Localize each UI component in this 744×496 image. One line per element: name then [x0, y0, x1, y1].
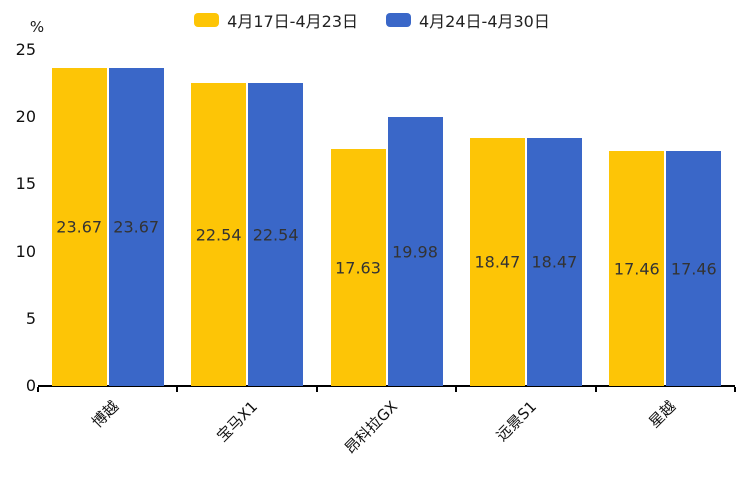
bar-value-label: 22.54 — [195, 225, 242, 244]
legend-item-1[interactable]: 4月17日-4月23日 — [194, 8, 358, 32]
bar-series1-cat2[interactable]: 22.54 — [191, 83, 247, 386]
bar-series2-cat4[interactable]: 18.47 — [526, 138, 582, 386]
y-axis-tick-label: 15 — [15, 174, 36, 194]
bar-value-label: 23.67 — [113, 217, 160, 237]
bar-series1-cat3[interactable]: 17.63 — [330, 149, 386, 386]
bar-value-label: 17.63 — [335, 258, 381, 277]
legend-swatch-icon — [194, 13, 220, 27]
legend-item-2[interactable]: 4月24日-4月30日 — [386, 8, 550, 32]
y-axis-tick-label: 0 — [25, 376, 36, 395]
y-axis-tick-label: 5 — [25, 308, 36, 328]
bar-series2-cat2[interactable]: 22.54 — [248, 83, 304, 386]
y-axis-tick-label: 25 — [15, 39, 36, 59]
x-axis-label: 星越 — [645, 397, 680, 432]
chart-legend: 4月17日-4月23日 4月24日-4月30日 — [0, 8, 744, 32]
legend-swatch-icon — [386, 13, 411, 27]
bar-value-label: 18.47 — [474, 252, 521, 272]
y-axis-tick-label: 10 — [15, 241, 36, 261]
bar-value-label: 19.98 — [392, 242, 438, 261]
y-axis-tick-label: 20 — [15, 107, 36, 126]
bar-series1-cat4[interactable]: 18.47 — [469, 138, 525, 386]
bar-series2-cat5[interactable]: 17.46 — [666, 151, 722, 386]
x-axis-tick — [455, 387, 458, 392]
x-axis-tick — [176, 387, 179, 392]
bar-value-label: 18.47 — [531, 252, 578, 272]
y-axis-unit-label: % — [29, 18, 45, 36]
bar-value-label: 23.67 — [56, 217, 103, 237]
bar-value-label: 17.46 — [670, 259, 717, 278]
legend-label: 4月17日-4月23日 — [227, 12, 358, 31]
x-axis-label: 宝马X1 — [213, 397, 262, 446]
x-axis-tick — [734, 387, 736, 392]
bar-series2-cat1[interactable]: 23.67 — [108, 68, 164, 386]
legend-label: 4月24日-4月30日 — [419, 12, 550, 31]
x-axis-tick — [315, 387, 318, 392]
x-axis-line — [38, 385, 735, 387]
x-axis-label: 远景S1 — [492, 397, 541, 445]
x-axis-label: 博越 — [87, 397, 122, 432]
x-axis-tick — [594, 387, 597, 392]
bar-value-label: 17.46 — [613, 259, 660, 278]
bar-series1-cat1[interactable]: 23.67 — [51, 68, 107, 386]
bar-value-label: 22.54 — [252, 225, 299, 244]
bar-series1-cat5[interactable]: 17.46 — [609, 151, 665, 386]
bar-series2-cat3[interactable]: 19.98 — [387, 117, 443, 386]
x-axis-tick — [37, 387, 39, 392]
x-axis-label: 昂科拉GX — [340, 397, 401, 458]
